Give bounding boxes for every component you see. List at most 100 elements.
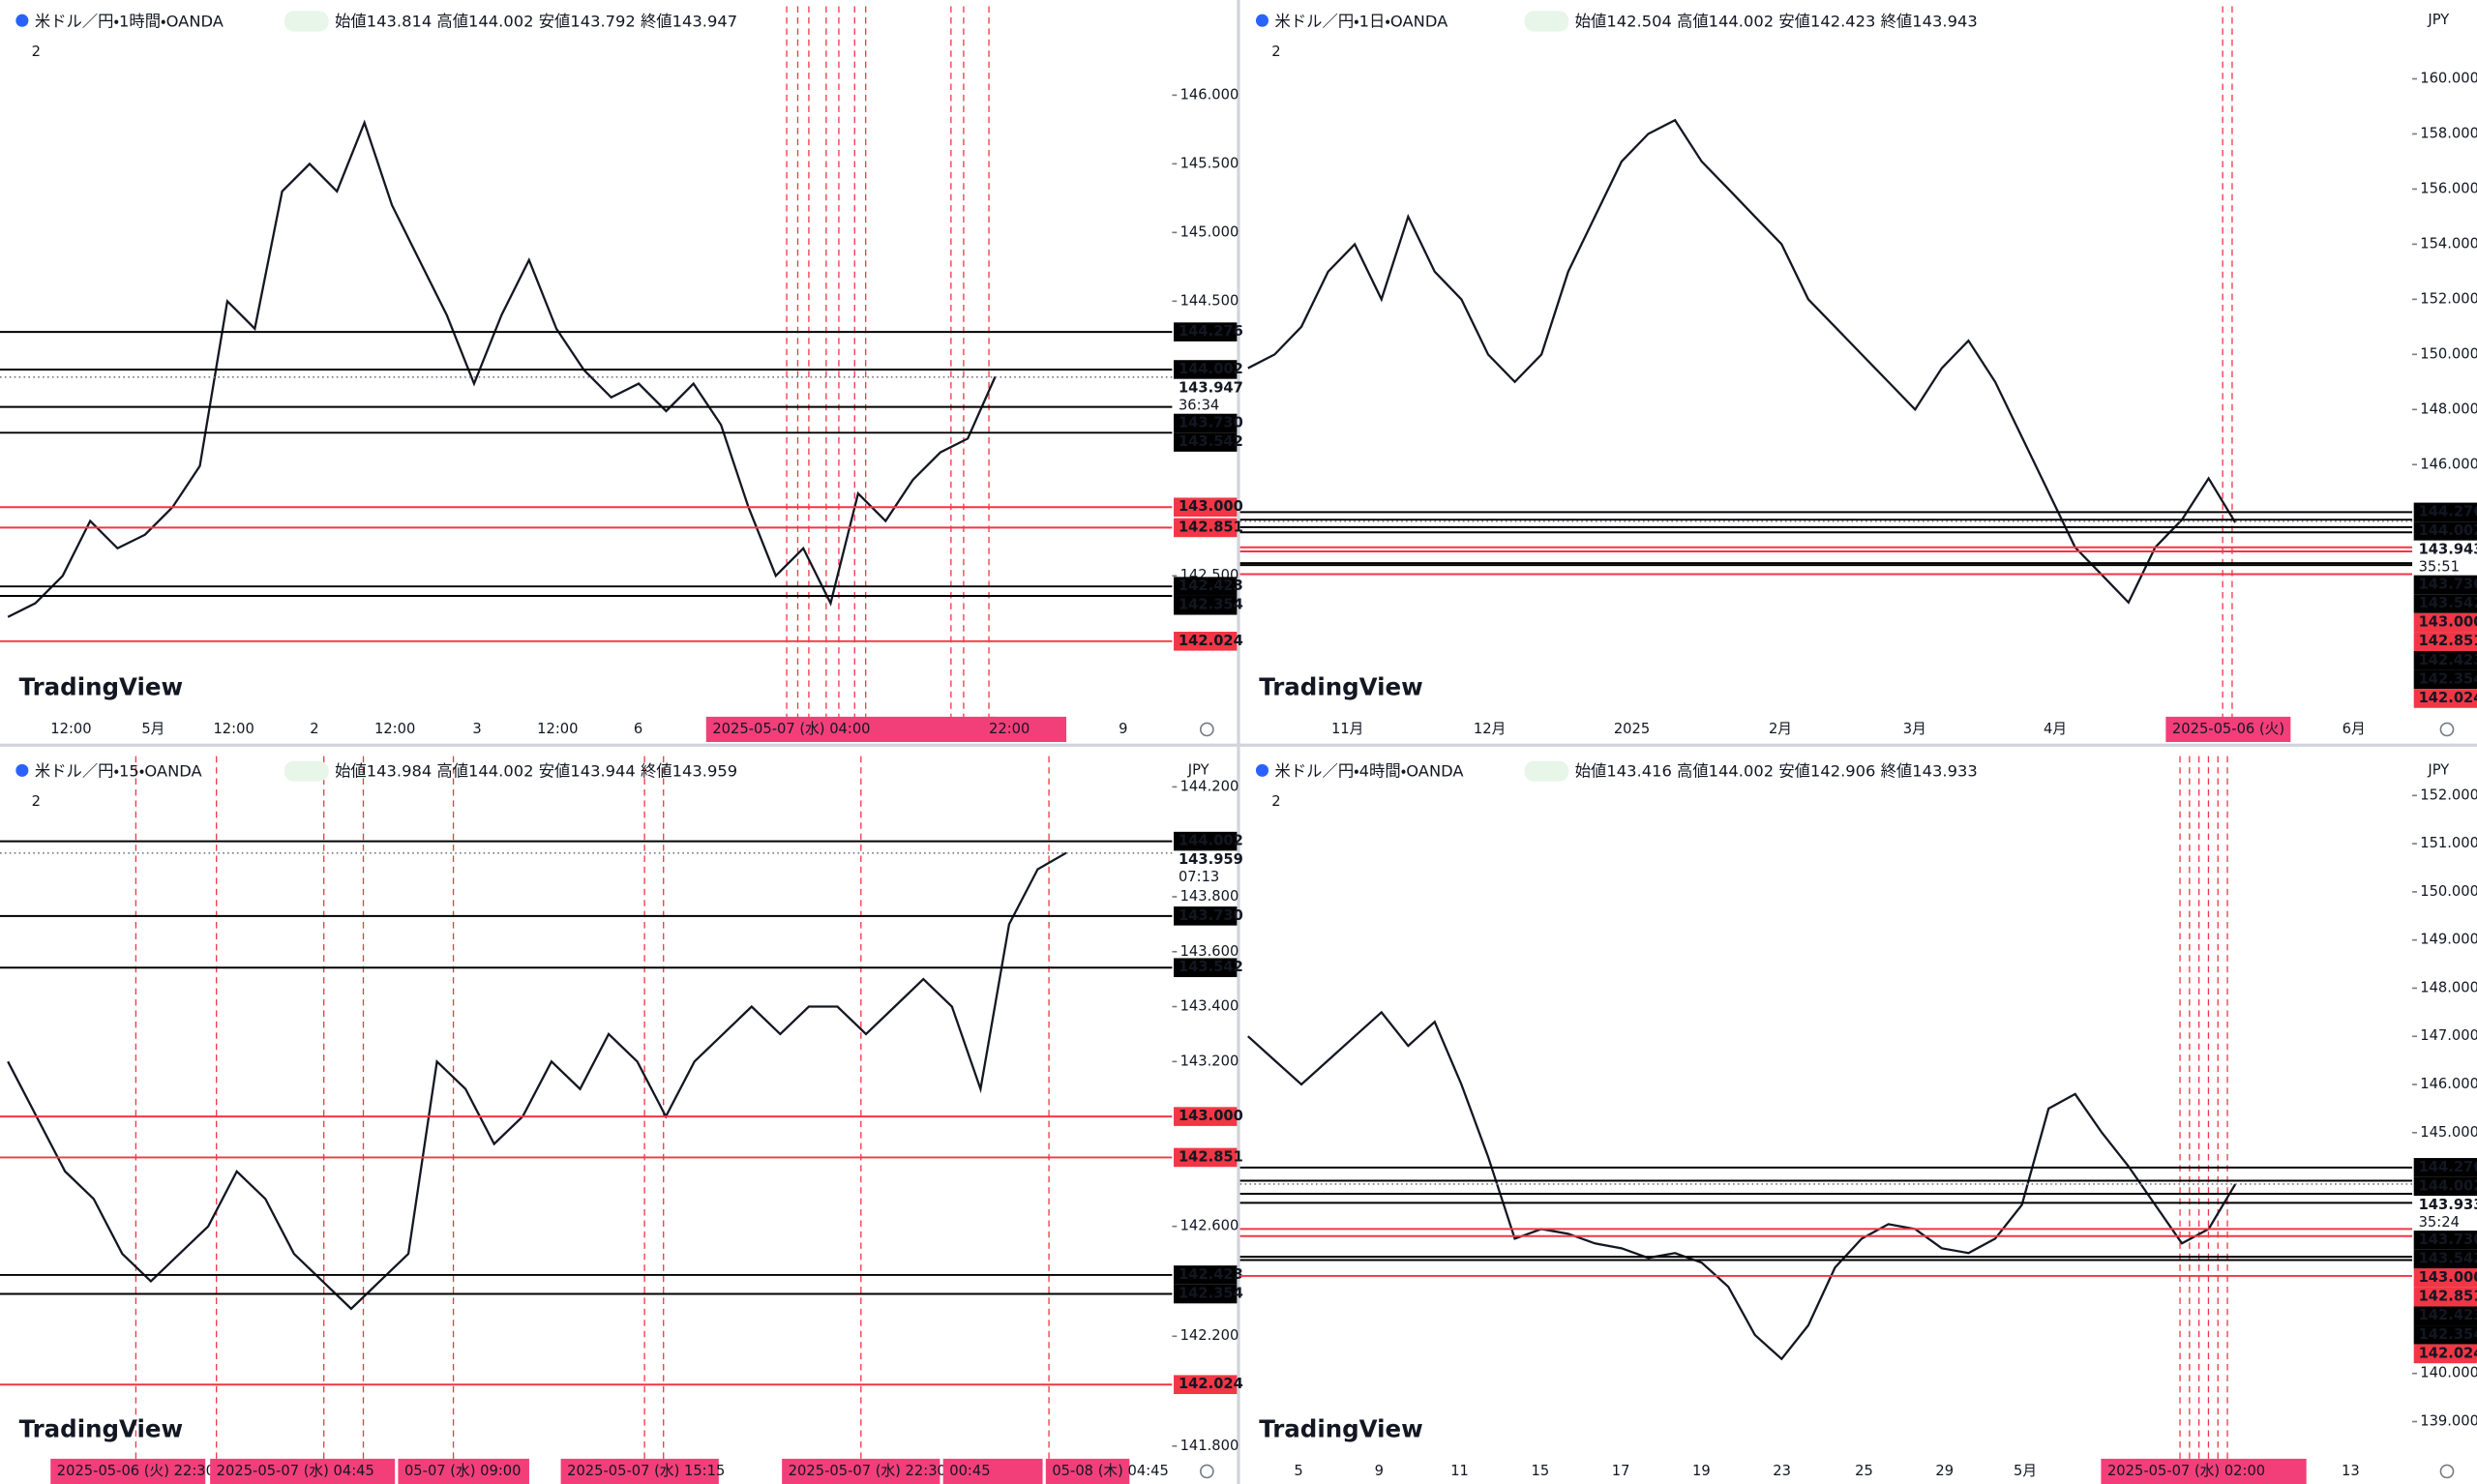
settings-icon: [1200, 722, 1214, 737]
time-cursor-box: [560, 1458, 719, 1484]
x-tick-label: 11: [1450, 1463, 1469, 1479]
indicator-toggle: 2: [32, 793, 41, 810]
level-label-box: [1174, 577, 1238, 596]
price-line: [1247, 118, 2237, 605]
y-tick-label: 143.200: [1180, 1053, 1239, 1069]
level-label: 142.024: [2419, 1345, 2477, 1361]
x-tick-label: 29: [1935, 1463, 1954, 1479]
x-tick-label: 13: [2342, 1463, 2360, 1479]
time-cursor-label: 2025-05-07 (水) 22:30: [789, 1463, 946, 1479]
level-label: 142.354: [2419, 1326, 2477, 1343]
ohlc-values: 始値143.416 高値144.002 安値142.906 終値143.933: [1575, 762, 1978, 781]
level-label-box: [1174, 1284, 1238, 1304]
y-tick-label: 145.500: [1180, 155, 1239, 171]
level-label: 144.002: [1179, 361, 1243, 377]
y-tick-label: 144.500: [1180, 292, 1239, 309]
level-label-box: [1174, 1107, 1238, 1126]
x-tick-label: 5: [1294, 1463, 1302, 1479]
time-cursor-box: [705, 716, 996, 742]
level-label-box: [2413, 1158, 2477, 1177]
y-tick-label: 142.200: [1180, 1327, 1239, 1344]
symbol-title: 米ドル／円・15・OANDA: [35, 762, 203, 781]
level-label: 142.024: [1179, 633, 1243, 649]
level-label: 142.423: [1179, 578, 1243, 594]
symbol-title: 米ドル／円・1日・OANDA: [1275, 12, 1449, 30]
time-cursor-label: 2025-05-06 (火) 22:30: [57, 1463, 215, 1479]
level-label-box: [2413, 689, 2477, 708]
status-badge: [1524, 760, 1569, 782]
time-cursor-box: [942, 1458, 1043, 1484]
y-tick-label: 156.000: [2420, 180, 2477, 196]
level-label: 144.276: [2419, 1159, 2477, 1175]
x-tick-label: 12月: [1474, 721, 1506, 737]
level-label: 143.542: [2419, 1250, 2477, 1266]
time-cursor-box: [50, 1458, 206, 1484]
x-tick-label: 23: [1773, 1463, 1791, 1479]
y-tick-label: 147.000: [2420, 1027, 2477, 1044]
countdown-label: 07:13: [1179, 869, 1219, 885]
y-tick-label: 148.000: [2420, 979, 2477, 995]
y-tick-label: 150.000: [2420, 883, 2477, 900]
y-tick-label: 146.000: [1180, 86, 1239, 103]
status-badge: [284, 760, 329, 782]
x-tick-label: 17: [1612, 1463, 1630, 1479]
level-label-box: [1174, 413, 1238, 433]
time-cursor-label: 2025-05-07 (水) 02:00: [2107, 1463, 2265, 1479]
y-tick-label: 145.000: [2420, 1124, 2477, 1141]
ohlc-values: 始値143.814 高値144.002 安値143.792 終値143.947: [335, 12, 737, 30]
x-tick-label: 6月: [2343, 721, 2366, 737]
level-label-box: [2413, 1287, 2477, 1307]
x-tick-label: 5月: [141, 721, 164, 737]
y-tick-label: 143.400: [1180, 998, 1239, 1015]
current-price-label: 143.959: [1179, 851, 1243, 868]
time-cursor-box: [2101, 1458, 2307, 1484]
settings-icon: [2439, 1464, 2455, 1479]
ohlc-values: 始値142.504 高値144.002 安値142.423 終値143.943: [1575, 12, 1978, 30]
y-tick-label: 150.000: [2420, 345, 2477, 362]
level-label: 144.002: [1179, 833, 1243, 849]
level-label-box: [1174, 322, 1238, 341]
x-tick-label: 15: [1531, 1463, 1549, 1479]
level-label: 143.000: [1179, 498, 1243, 515]
level-label: 142.851: [1179, 1148, 1243, 1165]
time-cursor-box: [782, 1458, 940, 1484]
level-label-box: [1174, 595, 1238, 615]
current-price-label: 143.947: [1179, 380, 1243, 397]
countdown-label: 35:51: [2419, 559, 2460, 576]
y-tick-label: 143.800: [1180, 888, 1239, 905]
x-tick-label: 12:00: [50, 721, 91, 737]
level-label-box: [2413, 1325, 2477, 1345]
level-label: 142.423: [1179, 1266, 1243, 1283]
time-cursor-label: 05-07 (水) 09:00: [404, 1463, 522, 1479]
x-tick-label: 11月: [1331, 721, 1363, 737]
settings-icon: [2439, 722, 2455, 737]
y-tick-label: 139.000: [2420, 1413, 2477, 1430]
symbol-icon: [15, 14, 29, 27]
chart-panel: 米ドル／円・1時間・OANDA 始値143.814 高値144.002 安値143…: [0, 6, 1243, 742]
level-label-box: [2413, 1306, 2477, 1326]
x-tick-label: 5月: [2014, 1463, 2037, 1479]
level-label-box: [2413, 650, 2477, 670]
time-cursor-box: [210, 1458, 396, 1484]
level-label-box: [1174, 906, 1238, 926]
y-tick-label: 144.200: [1180, 778, 1239, 794]
y-tick-label: 146.000: [2420, 456, 2477, 472]
level-label: 142.851: [1179, 519, 1243, 535]
current-price-label: 143.933: [2419, 1197, 2477, 1213]
time-cursor-box: [2165, 716, 2291, 742]
level-label-box: [1174, 1265, 1238, 1285]
y-tick-label: 146.000: [2420, 1076, 2477, 1092]
current-price-box: [2413, 1196, 2477, 1232]
y-tick-label: 148.000: [2420, 401, 2477, 417]
x-tick-label: 25: [1855, 1463, 1873, 1479]
status-badge: [1524, 11, 1569, 32]
level-label-box: [1174, 497, 1238, 518]
x-tick-label: 2025: [1614, 721, 1650, 737]
countdown-label: 36:34: [1179, 398, 1219, 414]
level-label: 142.851: [2419, 633, 2477, 649]
x-tick-label: 2月: [1769, 721, 1792, 737]
current-price-box: [1174, 378, 1238, 414]
level-label: 143.730: [1179, 414, 1243, 430]
level-label: 142.354: [1179, 597, 1243, 613]
